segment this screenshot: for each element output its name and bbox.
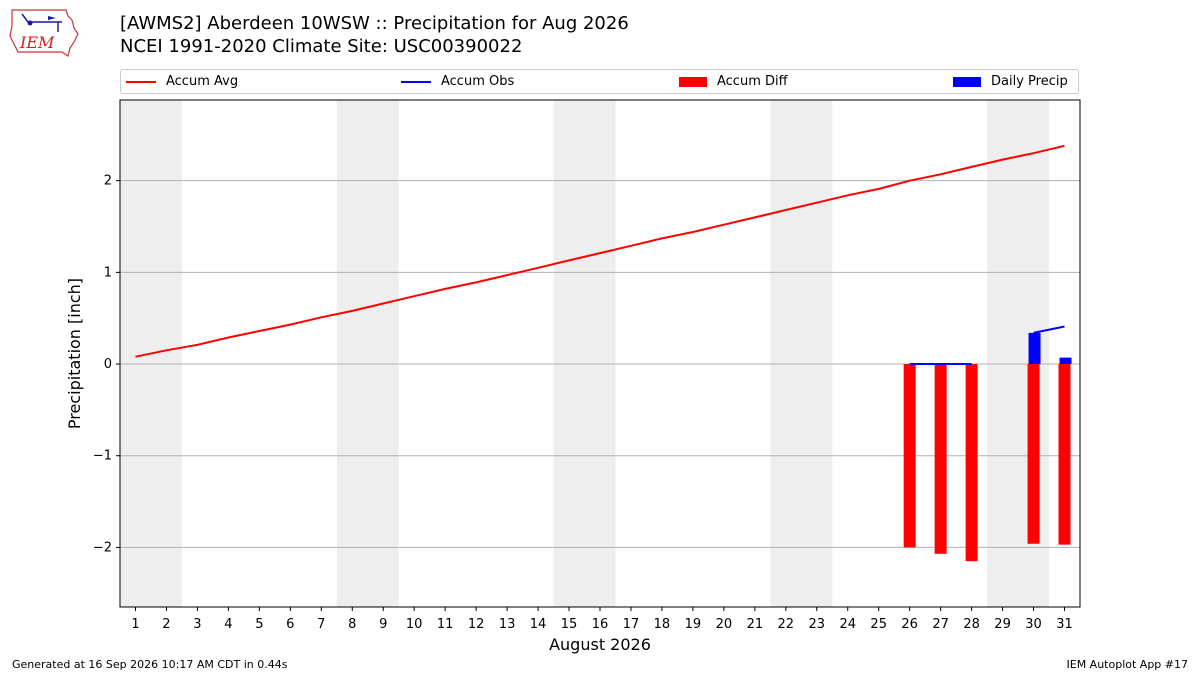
- x-tick-label: 11: [437, 617, 454, 632]
- legend-label-accum-obs: Accum Obs: [441, 74, 515, 89]
- y-tick-label: −2: [93, 540, 112, 555]
- chart-title: [AWMS2] Aberdeen 10WSW :: Precipitation …: [120, 12, 629, 58]
- weekend-band: [553, 100, 616, 607]
- legend-item-daily-precip: Daily Precip: [953, 70, 1068, 93]
- weekend-band: [336, 100, 399, 607]
- accum-diff-bar: [934, 364, 947, 554]
- daily-precip-bar: [1059, 357, 1072, 365]
- x-tick-label: 18: [654, 617, 671, 632]
- accum-diff-bar: [965, 364, 978, 562]
- legend-swatch-accum-diff: [679, 76, 707, 87]
- x-tick-label: 12: [468, 617, 485, 632]
- x-tick-label: 3: [193, 617, 201, 632]
- title-line-2: NCEI 1991-2020 Climate Site: USC00390022: [120, 36, 523, 57]
- footer-app-id: IEM Autoplot App #17: [1066, 658, 1189, 671]
- y-tick-label: 1: [104, 265, 112, 280]
- legend-item-accum-obs: Accum Obs: [401, 70, 514, 93]
- x-tick-label: 15: [561, 617, 578, 632]
- legend-swatch-accum-avg: [126, 80, 156, 83]
- x-tick-label: 19: [685, 617, 702, 632]
- x-tick-label: 26: [901, 617, 918, 632]
- x-tick-label: 8: [348, 617, 356, 632]
- x-tick-label: 30: [1025, 617, 1042, 632]
- x-tick-label: 20: [716, 617, 733, 632]
- legend-label-daily-precip: Daily Precip: [991, 74, 1068, 89]
- legend-item-accum-diff: Accum Diff: [679, 70, 788, 93]
- legend-swatch-daily-precip: [953, 76, 981, 87]
- legend: Accum Avg Accum Obs Accum Diff Daily Pre…: [120, 69, 1079, 94]
- x-tick-label: 5: [255, 617, 263, 632]
- x-tick-label: 29: [994, 617, 1011, 632]
- daily-precip-bar: [1028, 332, 1041, 365]
- accum-diff-bar: [1027, 364, 1040, 544]
- x-tick-label: 28: [963, 617, 980, 632]
- y-tick-label: −1: [93, 449, 112, 464]
- x-tick-label: 31: [1056, 617, 1073, 632]
- legend-label-accum-diff: Accum Diff: [717, 74, 788, 89]
- x-tick-label: 25: [870, 617, 887, 632]
- x-tick-label: 24: [839, 617, 856, 632]
- accum-diff-bar: [1058, 364, 1071, 545]
- accum-obs-line: [1033, 325, 1065, 334]
- x-tick-label: 10: [406, 617, 423, 632]
- x-tick-label: 6: [286, 617, 294, 632]
- x-tick-label: 27: [932, 617, 949, 632]
- footer-generated: Generated at 16 Sep 2026 10:17 AM CDT in…: [12, 658, 288, 671]
- weekend-band: [770, 100, 833, 607]
- x-tick-label: 17: [623, 617, 640, 632]
- iem-logo: IEM: [9, 9, 79, 57]
- legend-swatch-accum-obs: [401, 80, 431, 83]
- x-tick-label: 23: [809, 617, 826, 632]
- x-tick-label: 22: [778, 617, 795, 632]
- x-tick-label: 7: [317, 617, 325, 632]
- x-tick-label: 1: [131, 617, 139, 632]
- legend-item-accum-avg: Accum Avg: [126, 70, 238, 93]
- x-tick-label: 9: [379, 617, 387, 632]
- x-tick-label: 14: [530, 617, 547, 632]
- y-axis-label: Precipitation [inch]: [65, 278, 84, 429]
- title-line-1: [AWMS2] Aberdeen 10WSW :: Precipitation …: [120, 13, 629, 34]
- x-tick-label: 13: [499, 617, 516, 632]
- x-tick-label: 21: [747, 617, 764, 632]
- y-tick-label: 0: [104, 357, 112, 372]
- x-tick-label: 4: [224, 617, 232, 632]
- legend-label-accum-avg: Accum Avg: [166, 74, 239, 89]
- logo-text: IEM: [19, 33, 55, 52]
- x-axis-label: August 2026: [549, 635, 651, 654]
- x-tick-label: 2: [162, 617, 170, 632]
- accum-avg-line: [135, 144, 1065, 358]
- y-tick-label: 2: [104, 174, 112, 189]
- accum-diff-bar: [903, 364, 916, 548]
- x-tick-label: 16: [592, 617, 609, 632]
